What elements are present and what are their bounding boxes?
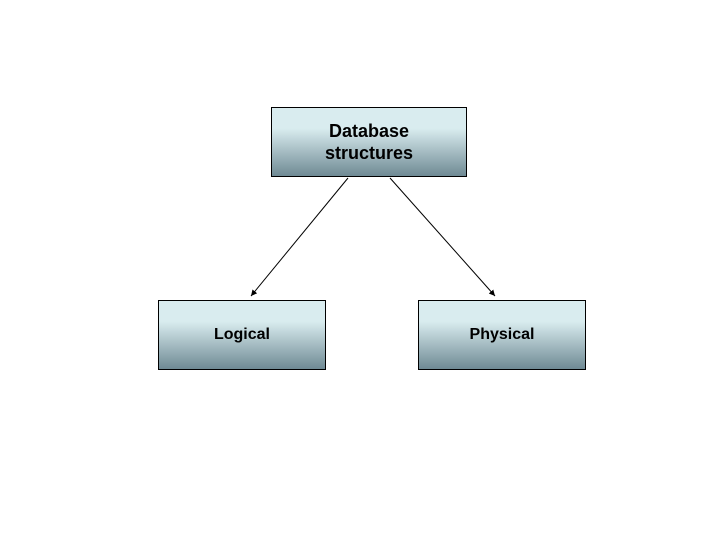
node-root: Databasestructures xyxy=(271,107,467,177)
node-right: Physical xyxy=(418,300,586,370)
node-left: Logical xyxy=(158,300,326,370)
edge-root-right xyxy=(390,178,495,296)
node-right-label: Physical xyxy=(470,326,535,344)
node-left-label: Logical xyxy=(214,326,270,344)
node-root-label: Databasestructures xyxy=(325,120,413,164)
edge-root-left xyxy=(251,178,348,296)
edges-layer xyxy=(0,0,720,540)
